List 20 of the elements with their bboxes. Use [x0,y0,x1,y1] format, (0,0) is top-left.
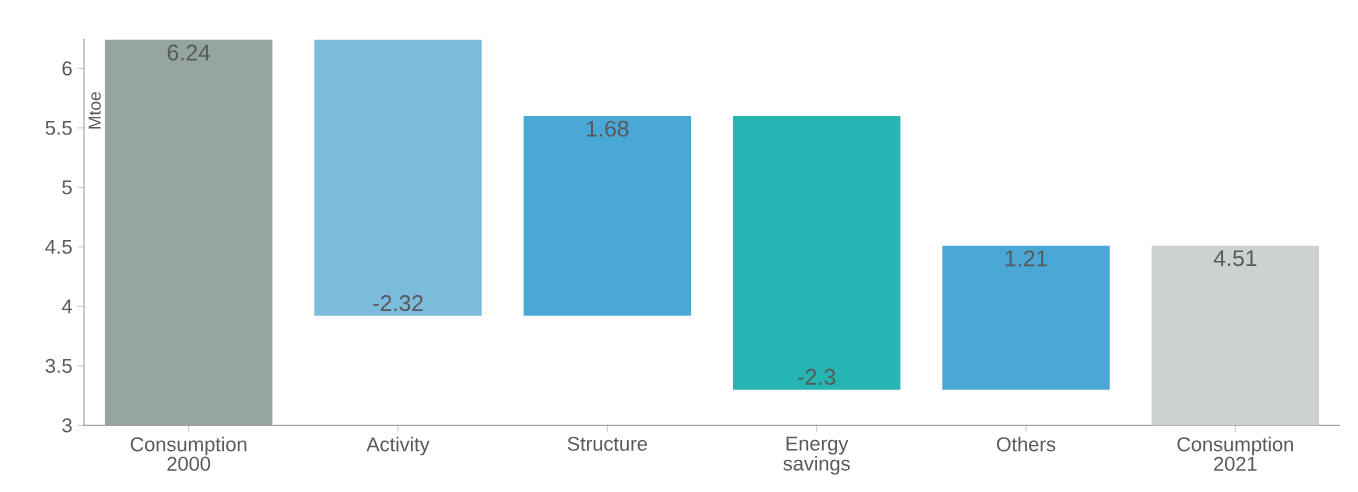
data-label: 1.21 [1005,250,1047,267]
y-tick-label: 6 [62,61,72,76]
y-tick-label: 3 [62,418,72,433]
y-tick-label: 5.5 [45,120,72,135]
x-tick-label: Energy savings [783,436,850,475]
data-label: -2.32 [373,295,423,312]
x-tick-label: Consumption 2000 [130,436,247,471]
x-tick-label: Structure [567,436,648,451]
y-tick-label: 4 [61,299,73,314]
data-label: 6.24 [167,44,211,61]
data-label: 1.68 [587,120,629,137]
y-tick-label: 4.5 [45,239,72,254]
y-axis-title: Mtoe [88,92,101,129]
data-label: 4.51 [1213,250,1257,267]
x-tick-label: Consumption 2021 [1177,436,1293,471]
y-tick-label: 5 [62,180,72,195]
y-tick-label: 3.5 [45,358,72,373]
data-label: -2.3 [798,368,836,385]
x-tick-label: Others [996,436,1056,452]
x-tick-label: Activity [366,436,430,456]
